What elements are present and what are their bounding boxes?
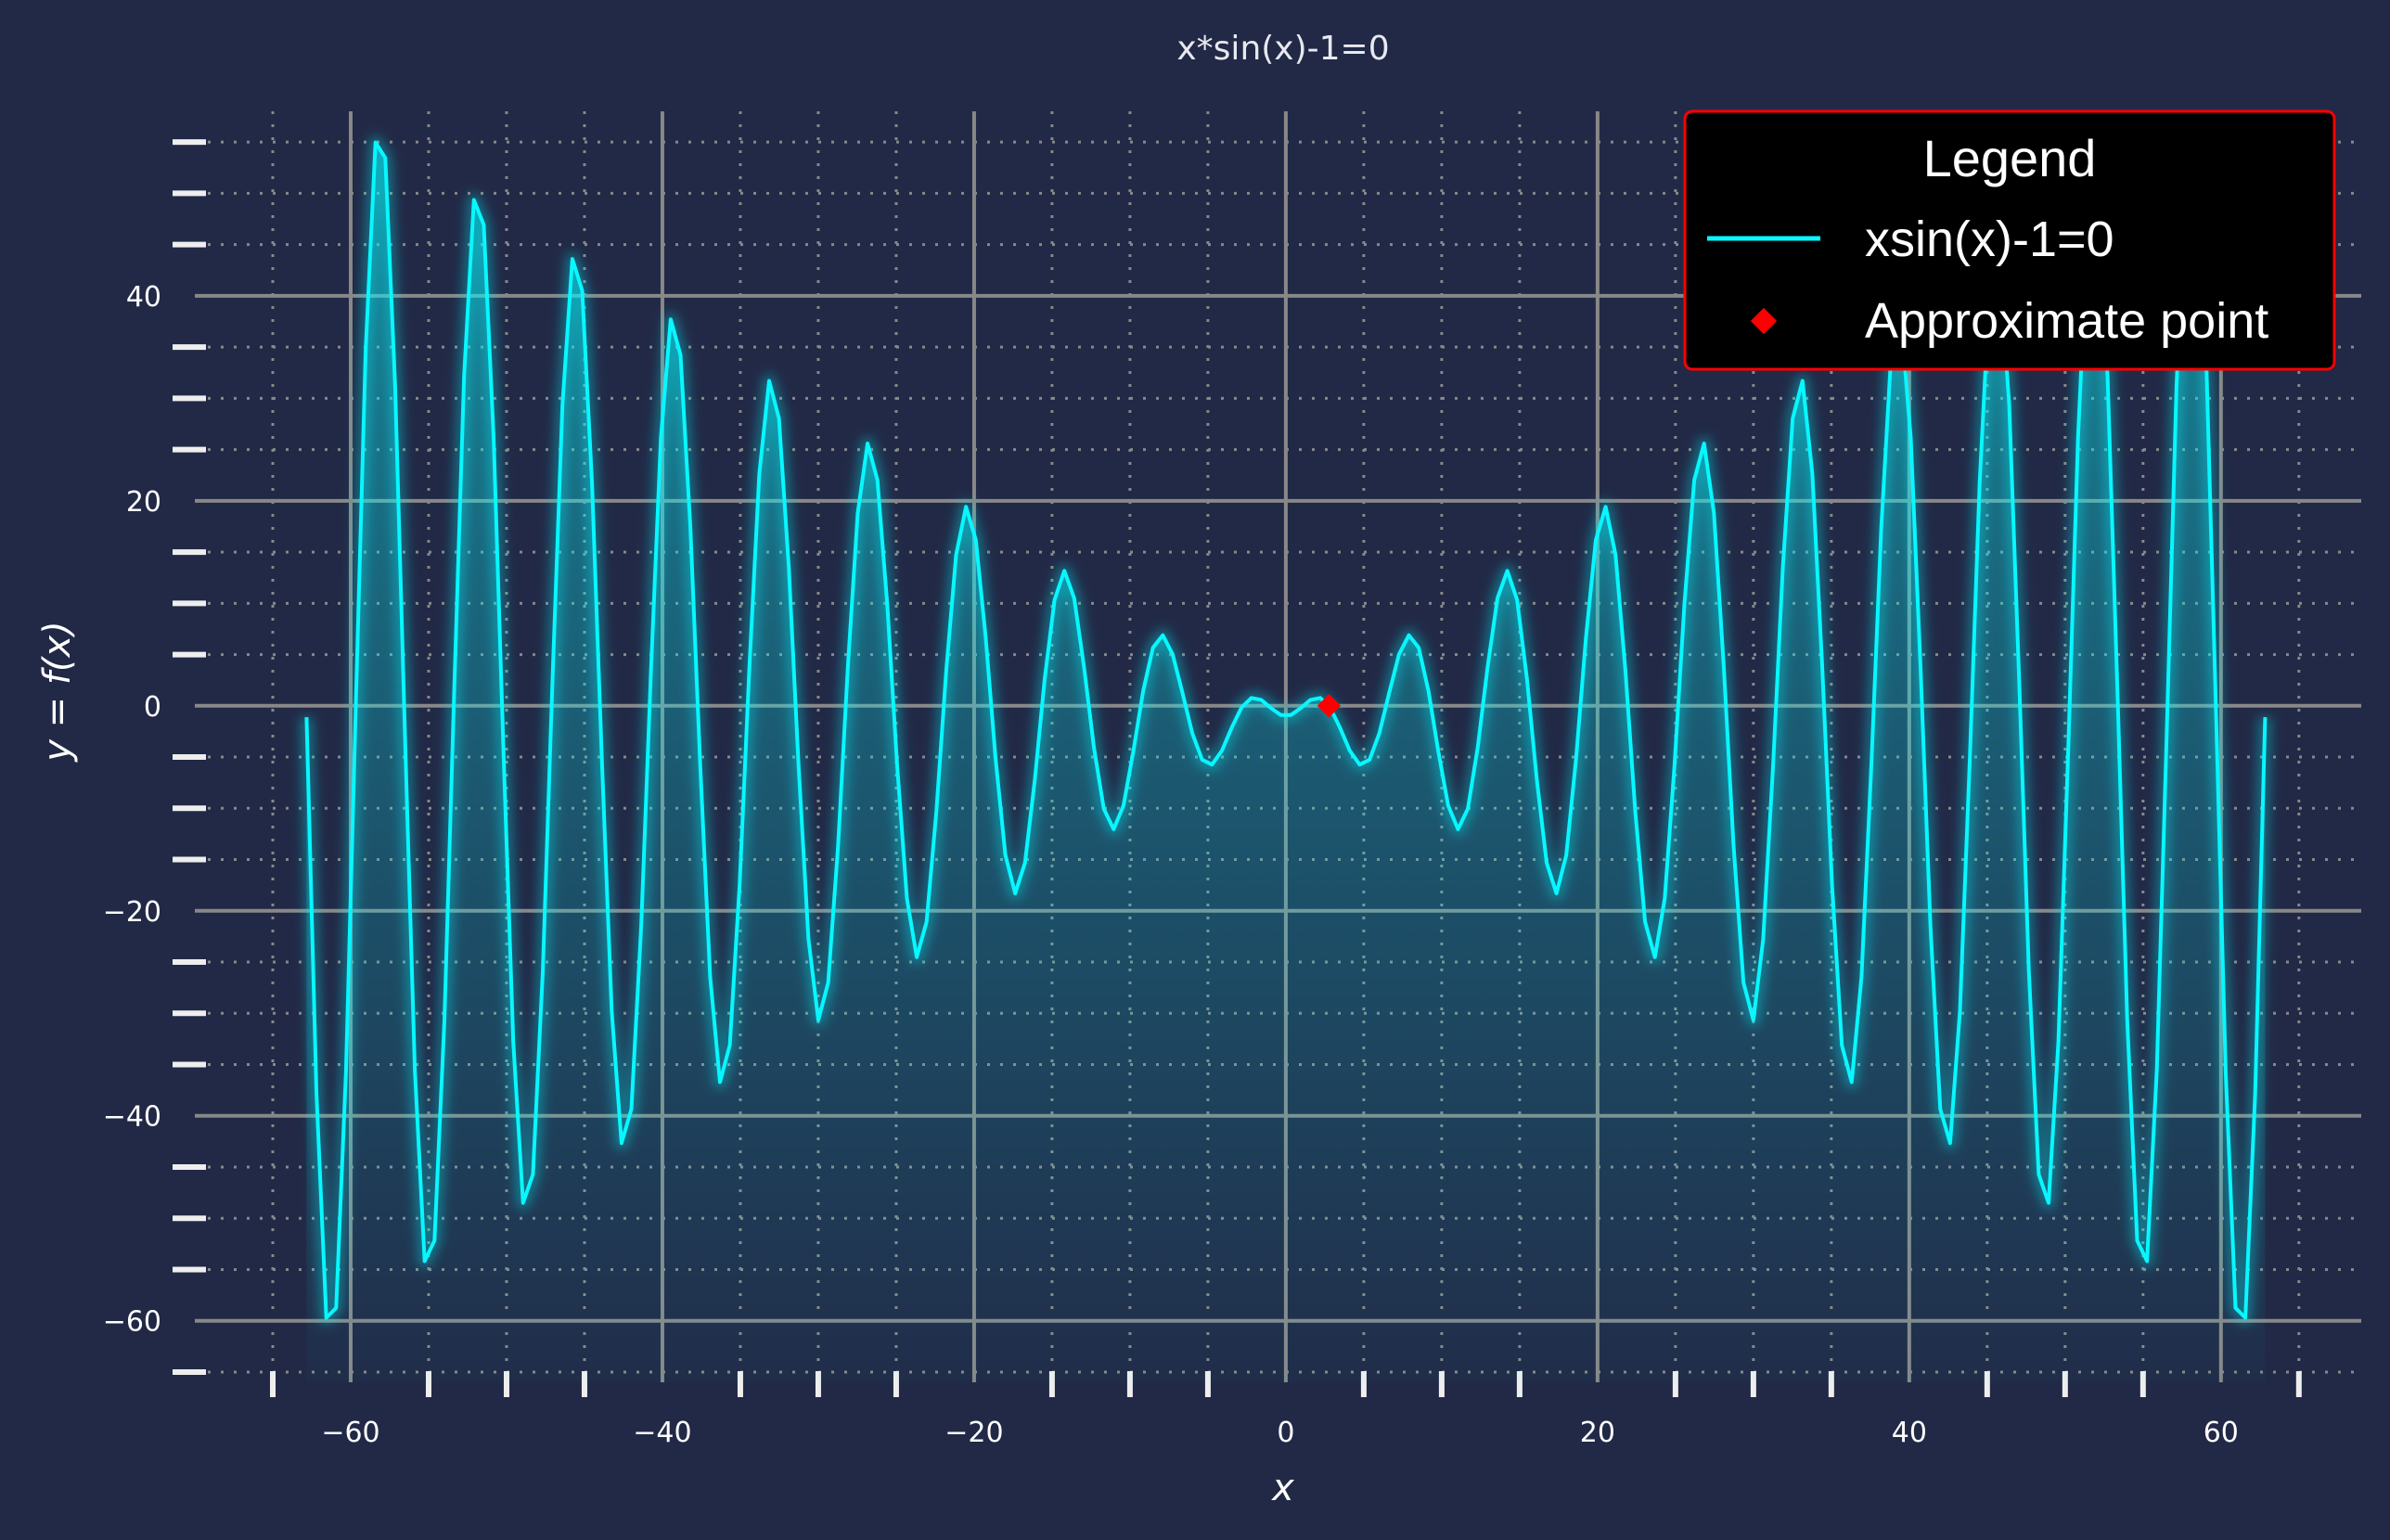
legend-point-swatch — [1750, 307, 1778, 335]
series-layer — [300, 135, 2272, 1382]
x-tick-label: −60 — [321, 1417, 379, 1449]
y-tick-label: −60 — [103, 1306, 161, 1339]
x-axis-label: x — [1270, 1467, 1294, 1509]
legend-box — [1683, 109, 2336, 371]
y-axis-label: y = f(x) — [36, 621, 79, 763]
legend: Legend xsin(x)-1=0 Approximate point — [1683, 109, 2336, 371]
tick-labels: −60 −40 −20 0 20 40 60 −60 −40 −20 0 20 40 — [103, 281, 2239, 1449]
x-tick-label: 20 — [1580, 1417, 1615, 1449]
x-tick-label: 60 — [2204, 1417, 2239, 1449]
x-tick-label: −20 — [944, 1417, 1003, 1449]
y-tick-label: −20 — [103, 896, 161, 929]
x-tick-label: −40 — [633, 1417, 691, 1449]
series-line — [304, 140, 2268, 1320]
legend-entry-point: Approximate point — [1865, 293, 2268, 349]
legend-entry-series: xsin(x)-1=0 — [1865, 212, 2114, 267]
chart-title: x*sin(x)-1=0 — [1176, 30, 1389, 68]
x-tick-label: 40 — [1892, 1417, 1927, 1449]
series-area-fill — [306, 142, 2266, 1382]
y-tick-label: 40 — [126, 281, 161, 314]
y-tick-label: 20 — [126, 486, 161, 519]
tick-marks — [173, 139, 2302, 1397]
y-tick-label: 0 — [144, 691, 161, 724]
legend-title: Legend — [1923, 129, 2097, 187]
x-tick-label: 0 — [1277, 1417, 1294, 1449]
y-tick-label: −40 — [103, 1101, 161, 1134]
